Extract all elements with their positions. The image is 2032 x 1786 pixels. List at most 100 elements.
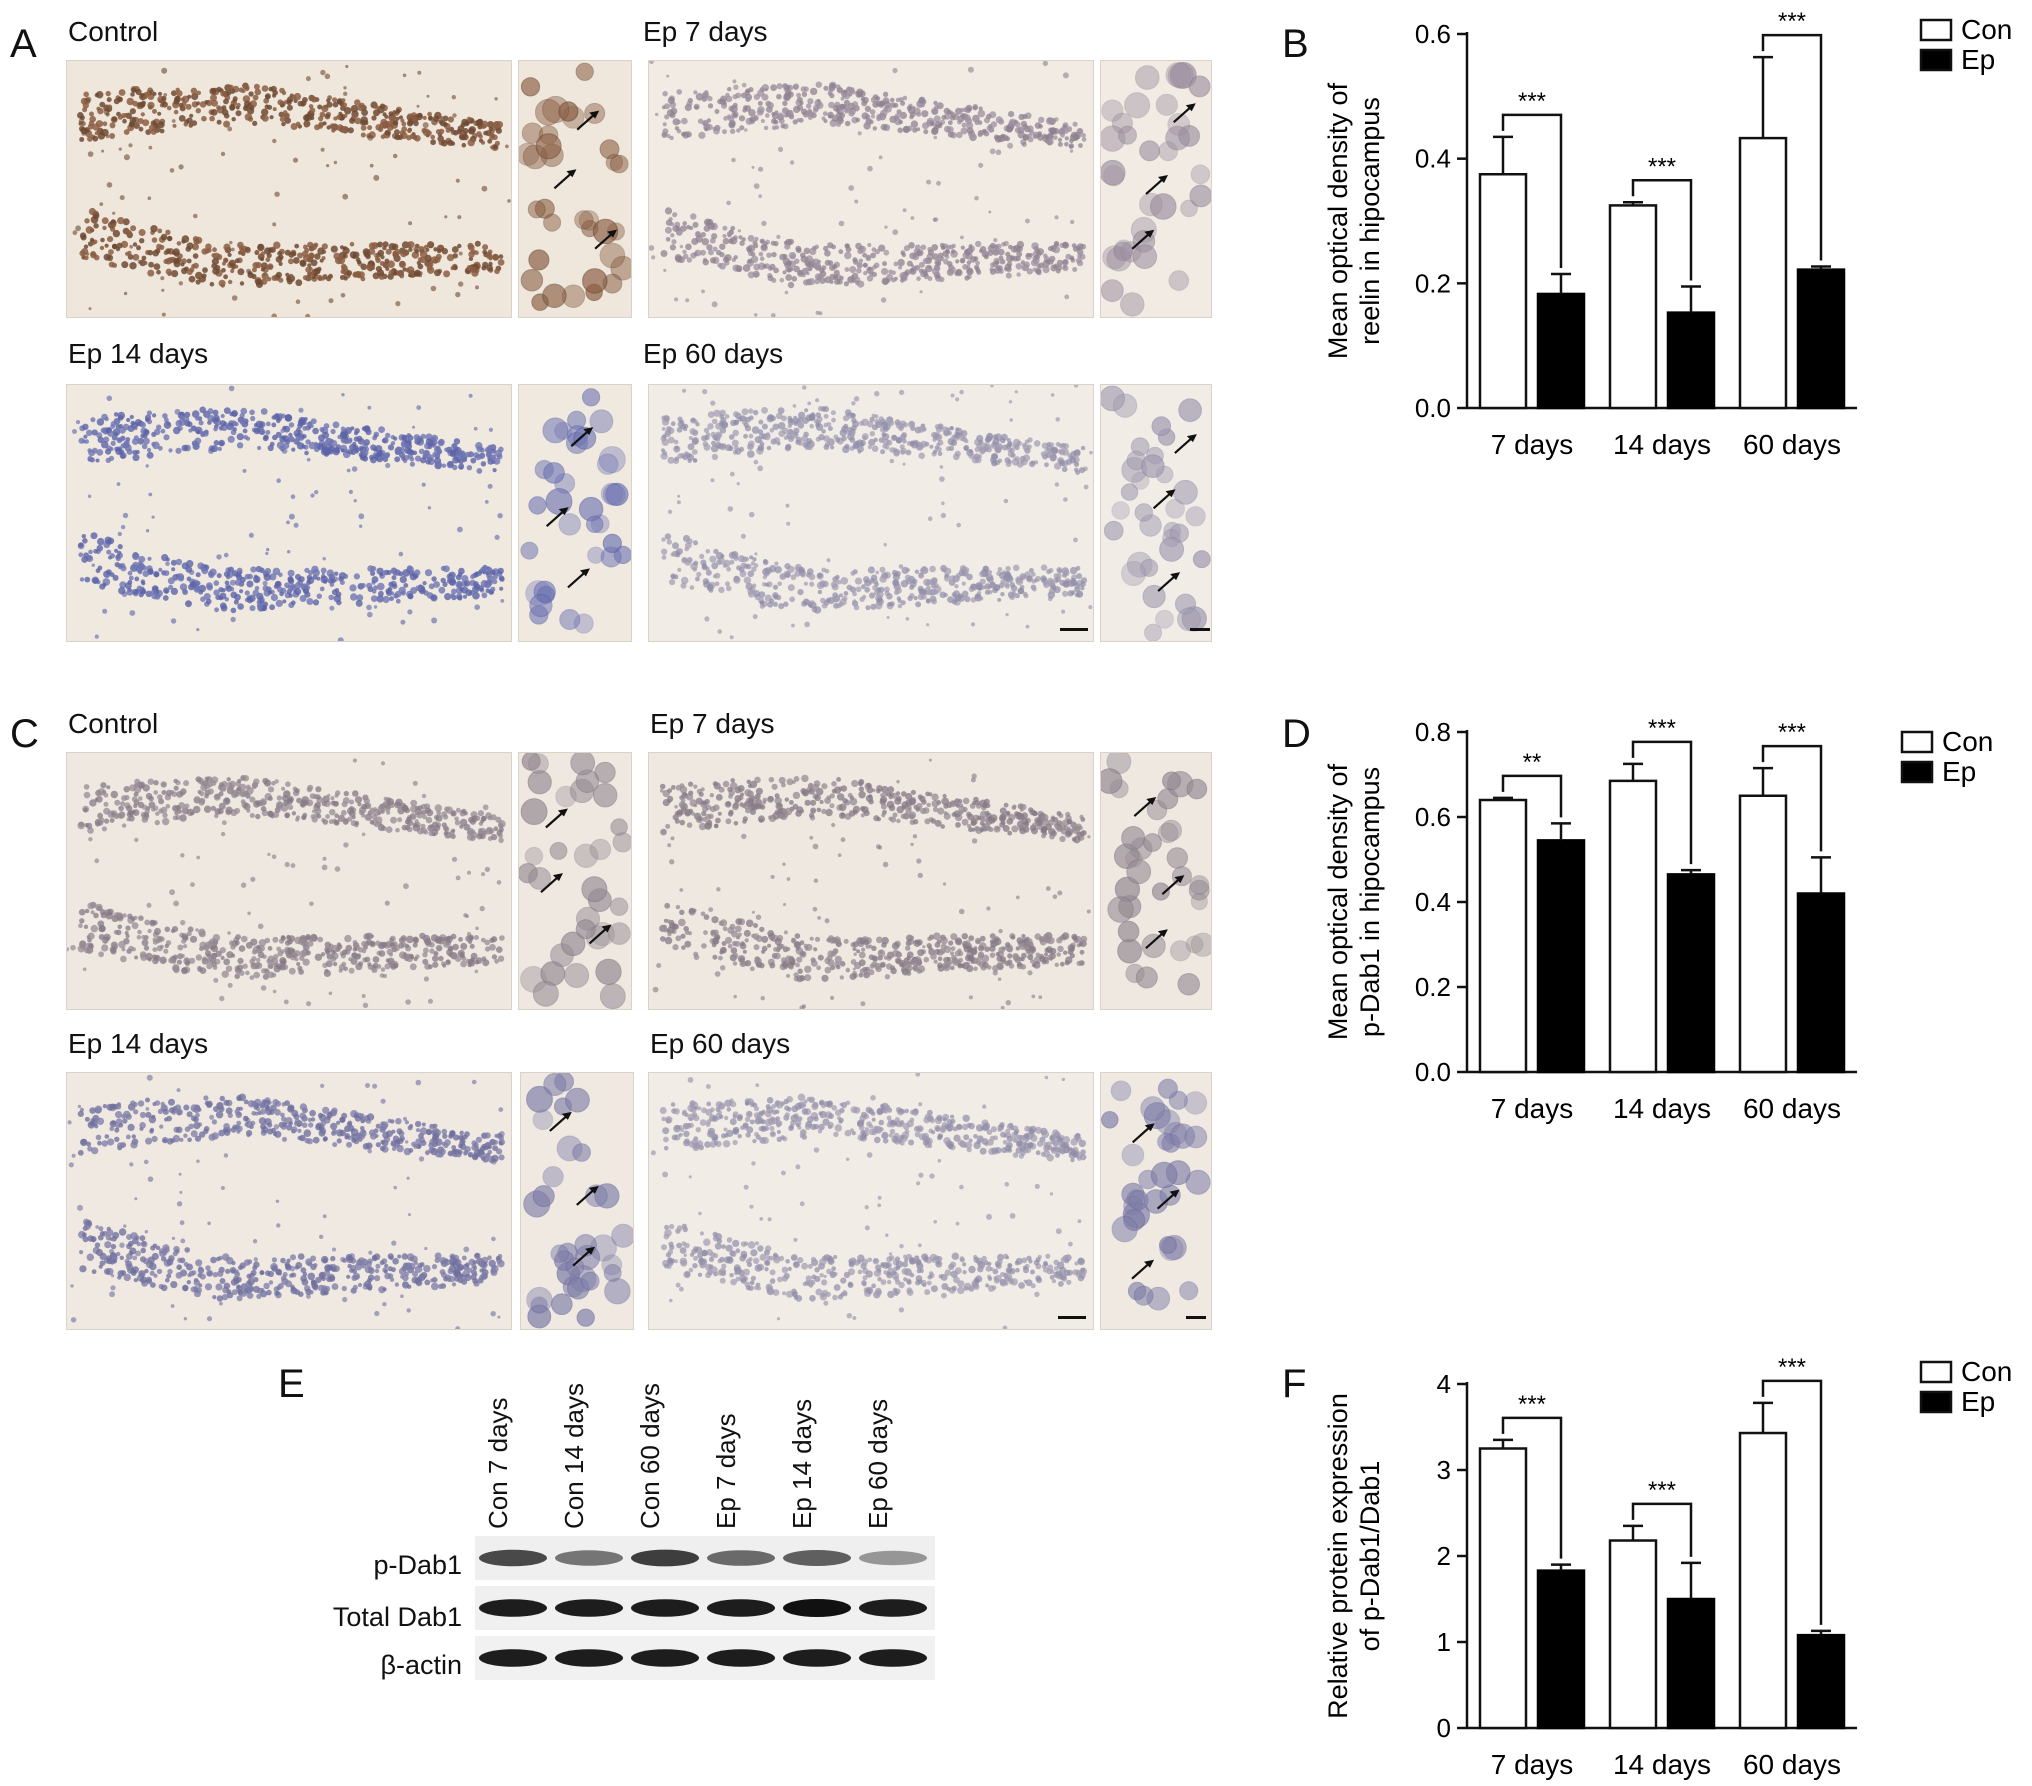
legend-label: Ep xyxy=(1942,756,1976,787)
panel-letter-f: F xyxy=(1282,1362,1307,1406)
blot-band xyxy=(859,1550,927,1566)
bar-ep xyxy=(1666,311,1716,410)
blot-band xyxy=(555,1599,623,1617)
bar-con xyxy=(1738,1431,1788,1730)
chart-f: Relative protein expressionof p-Dab1/Dab… xyxy=(1323,1354,2012,1780)
y-tick-label: 1 xyxy=(1437,1627,1451,1657)
blot-band xyxy=(783,1550,851,1566)
blot-band xyxy=(631,1549,699,1567)
bar-ep xyxy=(1796,1633,1846,1730)
panel-letter-c: C xyxy=(10,712,39,756)
blot-band xyxy=(555,1550,623,1566)
bar-con xyxy=(1608,204,1658,410)
y-tick-label: 3 xyxy=(1437,1455,1451,1485)
significance-bracket xyxy=(1501,113,1563,268)
blot-row-label-total-dab1: Total Dab1 xyxy=(332,1602,462,1632)
bar-ep xyxy=(1536,839,1586,1074)
legend-swatch-con xyxy=(1919,18,1953,42)
label-a-ep14: Ep 14 days xyxy=(68,338,209,369)
micrograph-c-ep7 xyxy=(648,752,1094,1010)
micrograph-a-control-zoom xyxy=(518,60,632,318)
significance-bracket xyxy=(1631,740,1693,865)
micrograph-c-control-zoom xyxy=(518,752,632,1010)
y-axis-label: Mean optical density ofp-Dab1 in hipocam… xyxy=(1323,763,1385,1040)
y-tick-label: 0.6 xyxy=(1415,19,1451,49)
legend-label: Ep xyxy=(1961,1386,1995,1417)
y-tick-label: 0.0 xyxy=(1415,1057,1451,1087)
panel-letter-a: A xyxy=(10,22,37,66)
legend-swatch-ep xyxy=(1919,48,1953,72)
significance-label: *** xyxy=(1778,1354,1806,1381)
bar-ep xyxy=(1536,1569,1586,1730)
significance-bracket xyxy=(1501,1416,1563,1559)
bar-con xyxy=(1478,1447,1528,1730)
legend-swatch-con xyxy=(1900,730,1934,754)
micrograph-c-ep14-zoom xyxy=(520,1072,634,1330)
blot-band xyxy=(859,1599,927,1617)
legend-label: Ep xyxy=(1961,44,1995,75)
label-c-ep7: Ep 7 days xyxy=(650,708,775,739)
bar-ep xyxy=(1536,292,1586,410)
legend-swatch-ep xyxy=(1919,1390,1953,1414)
significance-label: *** xyxy=(1648,153,1676,180)
micrograph-c-ep14 xyxy=(66,1072,512,1330)
micrograph-a-ep14 xyxy=(66,384,512,642)
y-axis-label: Relative protein expressionof p-Dab1/Dab… xyxy=(1323,1393,1385,1719)
blot-band xyxy=(783,1599,851,1617)
legend-label: Con xyxy=(1942,726,1993,757)
significance-label: *** xyxy=(1648,715,1676,742)
blot-band xyxy=(707,1599,775,1617)
blot-band xyxy=(631,1649,699,1667)
bar-ep xyxy=(1796,268,1846,410)
panel-letter-d: D xyxy=(1282,712,1311,756)
blot-row-label-beta-actin: β-actin xyxy=(380,1650,462,1680)
bar-con xyxy=(1478,798,1528,1074)
micrograph-c-control xyxy=(66,752,512,1010)
bar-con xyxy=(1608,1539,1658,1730)
blot-strip-pdab1 xyxy=(475,1536,935,1580)
y-tick-label: 0.4 xyxy=(1415,144,1451,174)
label-a-control: Control xyxy=(68,16,159,47)
significance-label: *** xyxy=(1778,719,1806,746)
significance-label: *** xyxy=(1778,10,1806,35)
chart-d: Mean optical density ofp-Dab1 in hipocam… xyxy=(1323,715,1993,1124)
blot-band xyxy=(859,1649,927,1667)
bar-con xyxy=(1738,794,1788,1074)
y-axis-label: Mean optical density ofreelin in hipocam… xyxy=(1323,82,1385,359)
significance-bracket xyxy=(1761,33,1823,261)
x-tick-label: 7 days xyxy=(1491,1093,1574,1124)
legend-swatch-ep xyxy=(1900,760,1934,784)
micrograph-c-ep60-zoom xyxy=(1100,1072,1212,1330)
blot-lane-label: Ep 7 days xyxy=(711,1413,741,1529)
micrograph-a-ep14-zoom xyxy=(518,384,632,642)
micrograph-a-ep60-zoom xyxy=(1100,384,1212,642)
y-tick-label: 4 xyxy=(1437,1369,1451,1399)
scale-bar xyxy=(1186,1316,1206,1319)
micrograph-c-ep60 xyxy=(648,1072,1094,1330)
significance-label: ** xyxy=(1523,749,1542,776)
legend-swatch-con xyxy=(1919,1360,1953,1384)
legend-label: Con xyxy=(1961,1356,2012,1387)
blot-band xyxy=(707,1649,775,1667)
x-tick-label: 14 days xyxy=(1613,1093,1711,1124)
micrograph-a-ep7-zoom xyxy=(1100,60,1212,318)
micrograph-c-ep7-zoom xyxy=(1100,752,1212,1010)
micrograph-a-ep60 xyxy=(648,384,1094,642)
blot-band xyxy=(479,1649,547,1667)
blot-band xyxy=(783,1649,851,1667)
significance-label: *** xyxy=(1648,1477,1676,1504)
y-tick-label: 0.0 xyxy=(1415,393,1451,423)
blot-lane-label: Ep 60 days xyxy=(863,1398,893,1529)
label-c-ep14: Ep 14 days xyxy=(68,1028,209,1059)
x-tick-label: 7 days xyxy=(1491,1749,1574,1780)
label-c-control: Control xyxy=(68,708,159,739)
legend-label: Con xyxy=(1961,14,2012,45)
blot-lane-label: Ep 14 days xyxy=(787,1398,817,1529)
panel-letter-e: E xyxy=(278,1362,305,1406)
y-tick-label: 0.6 xyxy=(1415,802,1451,832)
scale-bar xyxy=(1190,628,1210,631)
significance-bracket xyxy=(1631,1502,1693,1557)
y-tick-label: 0.2 xyxy=(1415,972,1451,1002)
blot-band xyxy=(479,1549,547,1567)
x-tick-label: 60 days xyxy=(1743,429,1841,460)
